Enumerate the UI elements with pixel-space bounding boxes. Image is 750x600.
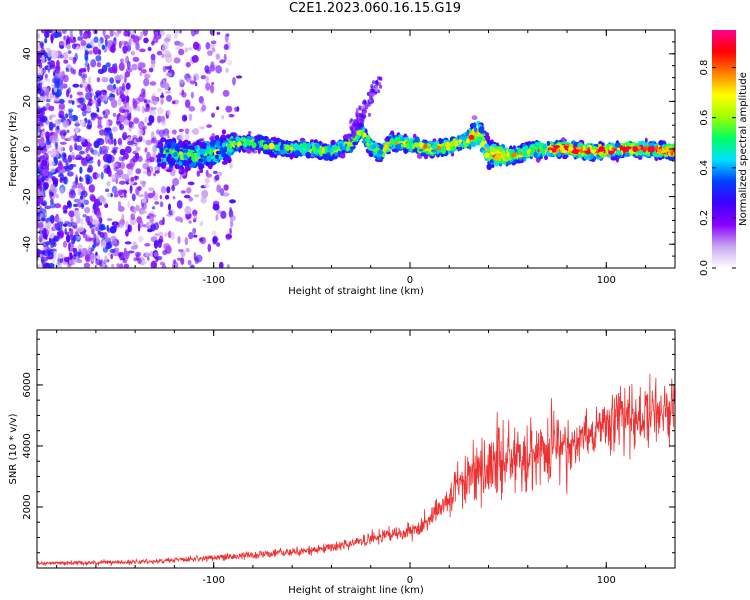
spectrogram-y-tick-label: -40 bbox=[22, 236, 33, 252]
spectrogram-y-tick-label: 20 bbox=[22, 95, 33, 108]
colorbar-tick-label: 0.0 bbox=[699, 260, 710, 276]
spectrogram-y-tick-label: 0 bbox=[22, 146, 33, 152]
colorbar-gradient bbox=[712, 30, 736, 268]
spectrogram-y-axis-label: Frequency (Hz) bbox=[8, 111, 19, 187]
spectrogram-x-tick-label: 0 bbox=[407, 275, 413, 286]
colorbar-tick-label: 0.4 bbox=[699, 160, 710, 176]
spectrogram-y-tick-label: -20 bbox=[22, 188, 33, 204]
snr-x-axis-label: Height of straight line (km) bbox=[288, 585, 424, 596]
snr-x-tick-label: -100 bbox=[202, 575, 225, 586]
colorbar-tick-label: 0.2 bbox=[699, 210, 710, 226]
colorbar-label: Normalized spectral amplitude bbox=[738, 72, 749, 226]
snr-y-axis-label: SNR (10 * v/v) bbox=[8, 413, 19, 484]
snr-y-tick-label: 6000 bbox=[22, 372, 33, 397]
spectrogram-frame bbox=[36, 29, 676, 269]
snr-y-tick-label: 4000 bbox=[22, 433, 33, 458]
spectrogram-panel: -100 0 100 -40 -20 0 20 40 Height of straight l… bbox=[8, 29, 676, 297]
snr-x-tick-label: 0 bbox=[407, 575, 413, 586]
colorbar-tick-label: 0.6 bbox=[699, 110, 710, 126]
spectrogram-x-tick-label: 100 bbox=[597, 275, 616, 286]
colorbar-ticks: 0.0 0.2 0.4 0.6 0.8 bbox=[699, 60, 736, 276]
spectrogram-cells bbox=[37, 30, 675, 268]
spectrogram-y-tick-label: 40 bbox=[22, 47, 33, 60]
snr-x-tick-label: 100 bbox=[597, 575, 616, 586]
spectrogram-x-axis-label: Height of straight line (km) bbox=[288, 286, 424, 297]
snr-series-line bbox=[37, 373, 675, 567]
colorbar: 0.0 0.2 0.4 0.6 0.8 Normalized spectral ampl… bbox=[699, 30, 749, 276]
snr-y-tick-label: 2000 bbox=[22, 494, 33, 519]
snr-panel: -100 0 100 2000 4000 6000 Height of straight … bbox=[8, 329, 676, 596]
colorbar-tick-label: 0.8 bbox=[699, 60, 710, 76]
figure-title: C2E1.2023.060.16.15.G19 bbox=[288, 1, 462, 16]
snr-frame bbox=[36, 329, 676, 569]
spectrogram-x-tick-label: -100 bbox=[202, 275, 225, 286]
